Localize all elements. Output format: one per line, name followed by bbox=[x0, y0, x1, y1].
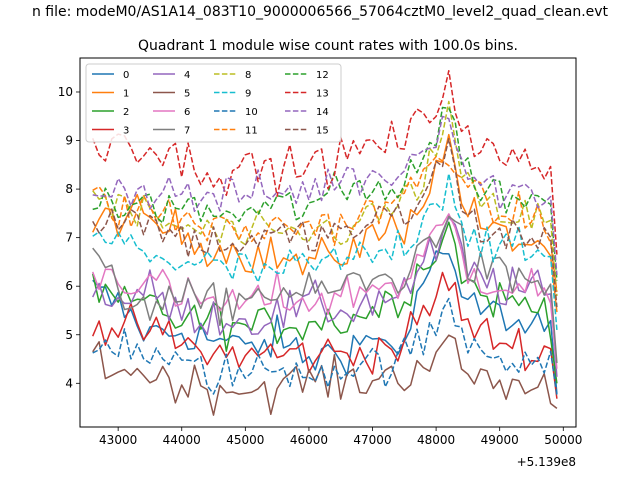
series-line-14 bbox=[92, 115, 558, 275]
series-line-1 bbox=[92, 133, 558, 313]
legend-label-0: 0 bbox=[123, 70, 129, 81]
legend-label-11: 11 bbox=[245, 126, 258, 137]
series-line-15 bbox=[92, 137, 558, 308]
legend-label-14: 14 bbox=[316, 107, 329, 118]
y-tick-label: 10 bbox=[58, 85, 73, 99]
figure-suptitle: n file: modeM0/AS1A14_083T10_9000006566_… bbox=[32, 4, 609, 20]
x-tick-label: 44000 bbox=[163, 433, 201, 447]
series-line-4 bbox=[92, 216, 558, 377]
legend-label-9: 9 bbox=[245, 89, 251, 100]
x-tick-label: 43000 bbox=[99, 433, 137, 447]
x-tick-label: 45000 bbox=[226, 433, 264, 447]
x-offset-label: +5.139e8 bbox=[517, 455, 576, 469]
legend-label-13: 13 bbox=[316, 89, 329, 100]
legend-label-2: 2 bbox=[123, 107, 129, 118]
legend-label-12: 12 bbox=[316, 70, 329, 81]
legend-label-15: 15 bbox=[316, 126, 329, 137]
series-line-3 bbox=[92, 271, 558, 399]
x-tick-label: 46000 bbox=[290, 433, 328, 447]
chart-title: Quadrant 1 module wise count rates with … bbox=[138, 38, 518, 54]
series-line-8 bbox=[92, 100, 558, 296]
series-line-6 bbox=[91, 213, 558, 369]
legend-label-8: 8 bbox=[245, 70, 251, 81]
axes-layer: 43000 44000 45000 46000 47000 48000 49000 50000… bbox=[58, 85, 583, 447]
x-tick-label: 50000 bbox=[544, 433, 582, 447]
y-tick-label: 7 bbox=[65, 231, 73, 245]
x-tick-label: 47000 bbox=[353, 433, 391, 447]
legend-frame bbox=[85, 63, 342, 143]
legend-label-1: 1 bbox=[123, 89, 129, 100]
y-tick-label: 5 bbox=[65, 328, 73, 342]
legend-label-4: 4 bbox=[184, 70, 190, 81]
series-line-5 bbox=[92, 334, 558, 416]
legend-label-6: 6 bbox=[184, 107, 190, 118]
y-tick-label: 9 bbox=[65, 134, 73, 148]
series-line-9 bbox=[92, 172, 558, 330]
series-line-11 bbox=[92, 155, 558, 292]
legend-label-5: 5 bbox=[184, 89, 190, 100]
y-tick-label: 6 bbox=[65, 279, 73, 293]
x-tick-label: 49000 bbox=[481, 433, 519, 447]
y-tick-label: 8 bbox=[65, 182, 73, 196]
legend-label-7: 7 bbox=[184, 126, 190, 137]
y-tick-label: 4 bbox=[65, 376, 73, 390]
series-line-7 bbox=[92, 215, 558, 364]
series-line-12 bbox=[92, 106, 558, 281]
series-line-10 bbox=[92, 297, 558, 396]
legend-label-10: 10 bbox=[245, 107, 258, 118]
series-layer bbox=[91, 69, 558, 416]
series-line-13 bbox=[92, 69, 558, 255]
plot-frame bbox=[79, 57, 577, 428]
x-tick-label: 48000 bbox=[417, 433, 455, 447]
legend-label-3: 3 bbox=[123, 126, 129, 137]
